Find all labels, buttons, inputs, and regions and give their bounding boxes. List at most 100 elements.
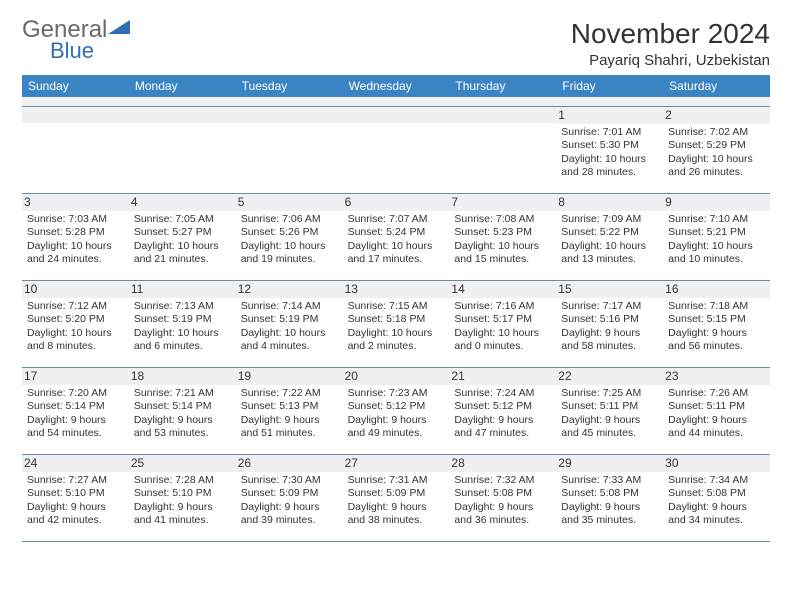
day-cell: 4Sunrise: 7:05 AMSunset: 5:27 PMDaylight… (129, 194, 236, 280)
sunset-text: Sunset: 5:18 PM (348, 313, 445, 326)
sunset-text: Sunset: 5:10 PM (27, 487, 124, 500)
sunset-text: Sunset: 5:14 PM (134, 400, 231, 413)
daylight-text: Daylight: 9 hours and 45 minutes. (561, 414, 658, 441)
week-row: 24Sunrise: 7:27 AMSunset: 5:10 PMDayligh… (22, 455, 770, 542)
day-number (129, 107, 236, 123)
sunset-text: Sunset: 5:09 PM (241, 487, 338, 500)
day-number (449, 107, 556, 123)
sunset-text: Sunset: 5:11 PM (668, 400, 765, 413)
sunrise-text: Sunrise: 7:26 AM (668, 387, 765, 400)
day-number: 28 (449, 455, 556, 472)
sunrise-text: Sunrise: 7:30 AM (241, 474, 338, 487)
day-number: 12 (236, 281, 343, 298)
weekday-label: Wednesday (343, 75, 450, 97)
sunset-text: Sunset: 5:19 PM (241, 313, 338, 326)
day-number (343, 107, 450, 123)
day-details: Sunrise: 7:21 AMSunset: 5:14 PMDaylight:… (134, 387, 231, 441)
weekday-label: Friday (556, 75, 663, 97)
day-cell: 24 Sunrise: 7:27 AMSunset: 5:10 PMDayligh… (22, 455, 129, 541)
sunset-text: Sunset: 5:26 PM (241, 226, 338, 239)
day-number: 21 (449, 368, 556, 385)
daylight-text: Daylight: 9 hours and 54 minutes. (27, 414, 124, 441)
day-details: Sunrise: 7:22 AMSunset: 5:13 PMDaylight:… (241, 387, 338, 441)
sunset-text: Sunset: 5:30 PM (561, 139, 658, 152)
day-number: 24 (22, 455, 129, 472)
weekday-header: Sunday Monday Tuesday Wednesday Thursday… (22, 75, 770, 97)
day-cell: 16Sunrise: 7:18 AMSunset: 5:15 PMDayligh… (663, 281, 770, 367)
daylight-text: Daylight: 9 hours and 42 minutes. (27, 501, 124, 528)
sunrise-text: Sunrise: 7:18 AM (668, 300, 765, 313)
sunset-text: Sunset: 5:13 PM (241, 400, 338, 413)
day-cell: 12Sunrise: 7:14 AMSunset: 5:19 PMDayligh… (236, 281, 343, 367)
weekday-label: Thursday (449, 75, 556, 97)
day-cell: 17 Sunrise: 7:20 AMSunset: 5:14 PMDayligh… (22, 368, 129, 454)
day-number: 17 (22, 368, 129, 385)
day-number: 30 (663, 455, 770, 472)
day-cell: 26Sunrise: 7:30 AMSunset: 5:09 PMDayligh… (236, 455, 343, 541)
day-number: 14 (449, 281, 556, 298)
sunrise-text: Sunrise: 7:21 AM (134, 387, 231, 400)
day-details: Sunrise: 7:18 AMSunset: 5:15 PMDaylight:… (668, 300, 765, 354)
day-number: 15 (556, 281, 663, 298)
daylight-text: Daylight: 9 hours and 53 minutes. (134, 414, 231, 441)
sunset-text: Sunset: 5:12 PM (454, 400, 551, 413)
day-details: Sunrise: 7:10 AMSunset: 5:21 PMDaylight:… (668, 213, 765, 267)
daylight-text: Daylight: 10 hours and 28 minutes. (561, 153, 658, 180)
daylight-text: Daylight: 9 hours and 58 minutes. (561, 327, 658, 354)
daylight-text: Daylight: 9 hours and 38 minutes. (348, 501, 445, 528)
daylight-text: Daylight: 10 hours and 6 minutes. (134, 327, 231, 354)
sunrise-text: Sunrise: 7:01 AM (561, 126, 658, 139)
sunset-text: Sunset: 5:15 PM (668, 313, 765, 326)
sunrise-text: Sunrise: 7:05 AM (134, 213, 231, 226)
daylight-text: Daylight: 9 hours and 34 minutes. (668, 501, 765, 528)
day-details: Sunrise: 7:25 AMSunset: 5:11 PMDaylight:… (561, 387, 658, 441)
daylight-text: Daylight: 10 hours and 24 minutes. (27, 240, 124, 267)
weekday-label: Saturday (663, 75, 770, 97)
daylight-text: Daylight: 9 hours and 44 minutes. (668, 414, 765, 441)
daylight-text: Daylight: 10 hours and 17 minutes. (348, 240, 445, 267)
day-details: Sunrise: 7:15 AMSunset: 5:18 PMDaylight:… (348, 300, 445, 354)
day-details: Sunrise: 7:32 AMSunset: 5:08 PMDaylight:… (454, 474, 551, 528)
day-number: 7 (449, 194, 556, 211)
sunrise-text: Sunrise: 7:17 AM (561, 300, 658, 313)
day-cell: 22Sunrise: 7:25 AMSunset: 5:11 PMDayligh… (556, 368, 663, 454)
weekday-label: Tuesday (236, 75, 343, 97)
week-row: 10Sunrise: 7:12 AMSunset: 5:20 PMDayligh… (22, 281, 770, 368)
day-cell: 23Sunrise: 7:26 AMSunset: 5:11 PMDayligh… (663, 368, 770, 454)
sunset-text: Sunset: 5:28 PM (27, 226, 124, 239)
day-cell: 11Sunrise: 7:13 AMSunset: 5:19 PMDayligh… (129, 281, 236, 367)
day-number (236, 107, 343, 123)
day-number: 20 (343, 368, 450, 385)
sunrise-text: Sunrise: 7:20 AM (27, 387, 124, 400)
daylight-text: Daylight: 10 hours and 13 minutes. (561, 240, 658, 267)
day-details: Sunrise: 7:33 AMSunset: 5:08 PMDaylight:… (561, 474, 658, 528)
daylight-text: Daylight: 10 hours and 2 minutes. (348, 327, 445, 354)
day-details: Sunrise: 7:26 AMSunset: 5:11 PMDaylight:… (668, 387, 765, 441)
day-cell: 7Sunrise: 7:08 AMSunset: 5:23 PMDaylight… (449, 194, 556, 280)
sunrise-text: Sunrise: 7:31 AM (348, 474, 445, 487)
sunrise-text: Sunrise: 7:14 AM (241, 300, 338, 313)
sunset-text: Sunset: 5:12 PM (348, 400, 445, 413)
daylight-text: Daylight: 9 hours and 47 minutes. (454, 414, 551, 441)
daylight-text: Daylight: 10 hours and 19 minutes. (241, 240, 338, 267)
daylight-text: Daylight: 9 hours and 41 minutes. (134, 501, 231, 528)
day-cell: 27Sunrise: 7:31 AMSunset: 5:09 PMDayligh… (343, 455, 450, 541)
day-details: Sunrise: 7:01 AMSunset: 5:30 PMDaylight:… (561, 126, 658, 180)
daylight-text: Daylight: 9 hours and 56 minutes. (668, 327, 765, 354)
sunrise-text: Sunrise: 7:27 AM (27, 474, 124, 487)
day-cell (236, 107, 343, 193)
daylight-text: Daylight: 10 hours and 26 minutes. (668, 153, 765, 180)
day-details: Sunrise: 7:16 AMSunset: 5:17 PMDaylight:… (454, 300, 551, 354)
weekday-label: Monday (129, 75, 236, 97)
day-cell: 1Sunrise: 7:01 AMSunset: 5:30 PMDaylight… (556, 107, 663, 193)
daylight-text: Daylight: 9 hours and 49 minutes. (348, 414, 445, 441)
day-cell: 18Sunrise: 7:21 AMSunset: 5:14 PMDayligh… (129, 368, 236, 454)
day-details: Sunrise: 7:09 AMSunset: 5:22 PMDaylight:… (561, 213, 658, 267)
day-cell: 20Sunrise: 7:23 AMSunset: 5:12 PMDayligh… (343, 368, 450, 454)
sunset-text: Sunset: 5:14 PM (27, 400, 124, 413)
sunset-text: Sunset: 5:10 PM (134, 487, 231, 500)
day-number: 26 (236, 455, 343, 472)
day-number: 6 (343, 194, 450, 211)
sunrise-text: Sunrise: 7:34 AM (668, 474, 765, 487)
day-cell (22, 107, 129, 193)
